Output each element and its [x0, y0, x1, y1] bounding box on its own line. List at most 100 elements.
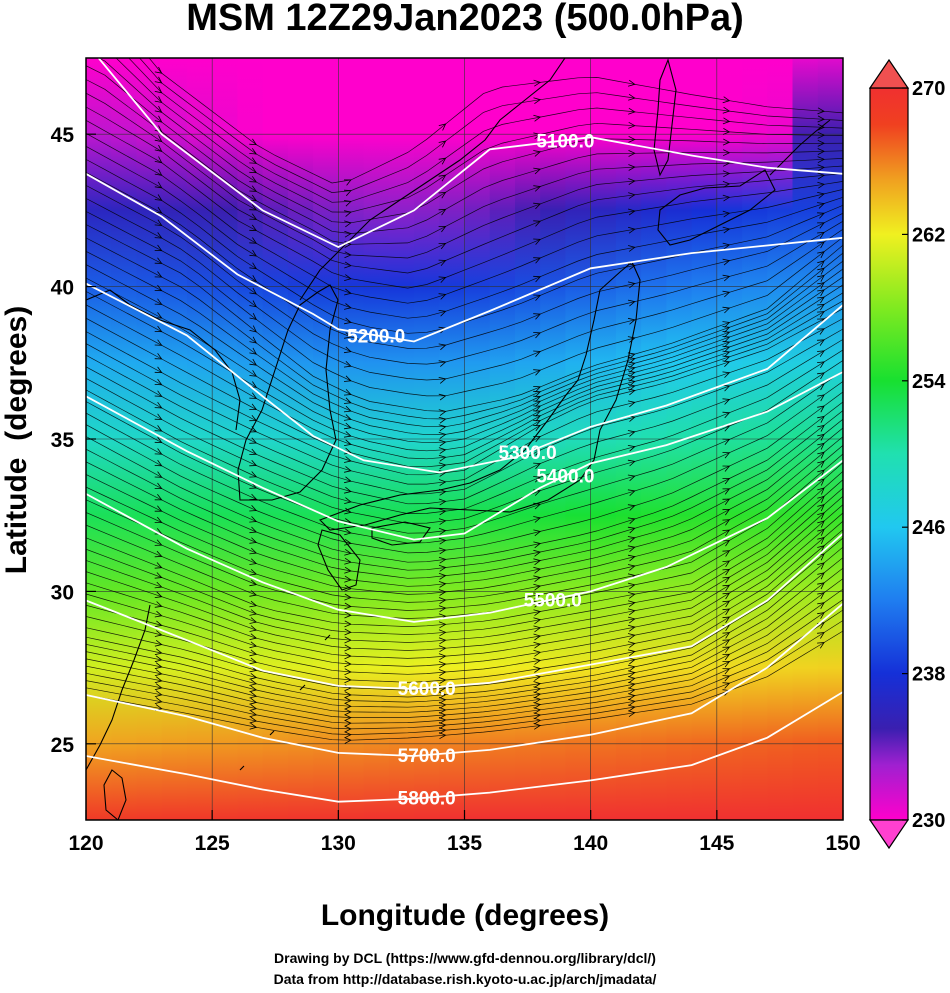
wind-arrowhead	[817, 520, 825, 528]
wind-arrowhead	[628, 192, 636, 199]
wind-arrowhead	[533, 405, 542, 412]
wind-arrowhead	[154, 562, 163, 569]
wind-arrowhead	[249, 148, 258, 155]
wind-arrowhead	[343, 422, 352, 430]
wind-arrowhead	[438, 669, 447, 676]
wind-arrowhead	[722, 539, 731, 547]
wind-arrowhead	[154, 181, 163, 189]
wind-arrowhead	[438, 470, 447, 477]
wind-arrowhead	[627, 356, 636, 364]
wind-arrowhead	[533, 549, 542, 557]
wind-arrowhead	[627, 361, 636, 369]
wind-arrowhead	[722, 600, 731, 608]
wind-arrowhead	[817, 311, 825, 318]
wind-arrowhead	[438, 439, 447, 447]
streamline	[86, 410, 843, 571]
height-contour-label: 5200.0	[347, 326, 405, 347]
wind-arrowhead	[722, 398, 731, 405]
wind-arrowhead	[533, 275, 542, 283]
wind-arrowhead	[249, 657, 258, 665]
wind-arrowhead	[533, 575, 542, 583]
wind-arrowhead	[817, 123, 826, 131]
colorbar-tick-label: 270	[912, 78, 945, 100]
wind-arrowhead	[249, 262, 258, 270]
colorbar-scale	[869, 87, 909, 821]
wind-arrowhead	[533, 386, 542, 393]
wind-arrowhead	[438, 597, 447, 604]
wind-arrowhead	[533, 167, 542, 175]
wind-arrowhead	[722, 128, 731, 135]
wind-arrowhead	[249, 482, 258, 489]
wind-arrowhead	[154, 639, 163, 647]
wind-arrowhead	[154, 683, 163, 691]
wind-arrowhead	[154, 516, 163, 523]
wind-arrowhead	[154, 697, 163, 704]
wind-arrowhead	[627, 624, 636, 632]
wind-arrowhead	[438, 691, 447, 699]
wind-arrowhead	[438, 293, 447, 300]
wind-arrowhead	[533, 529, 542, 537]
wind-arrowhead	[627, 430, 636, 437]
wind-arrowhead	[344, 439, 352, 446]
wind-arrowhead	[817, 156, 826, 164]
wind-arrowhead	[249, 336, 258, 344]
wind-arrowhead	[533, 257, 542, 264]
wind-arrowhead	[249, 579, 258, 587]
wind-arrowhead	[249, 590, 258, 597]
wind-arrowhead	[344, 447, 352, 455]
wind-arrowhead	[817, 372, 825, 380]
streamline	[86, 381, 843, 544]
wind-arrowhead	[817, 405, 825, 413]
wind-arrowhead	[722, 508, 731, 516]
wind-arrowhead	[154, 194, 163, 201]
wind-arrowhead	[627, 657, 636, 665]
wind-arrowhead	[344, 602, 352, 610]
wind-arrowhead	[154, 135, 163, 143]
wind-arrowhead	[438, 343, 447, 351]
wind-arrowhead	[627, 226, 636, 234]
streamline	[86, 487, 843, 643]
x-tick-label: 125	[195, 832, 230, 855]
wind-arrowhead	[817, 267, 825, 275]
wind-arrowhead	[627, 263, 636, 271]
wind-arrowhead	[249, 448, 258, 455]
wind-arrowhead	[344, 644, 352, 652]
chart-title: MSM 12Z29Jan2023 (500.0hPa)	[186, 0, 744, 39]
wind-arrowhead	[627, 208, 636, 216]
wind-arrowhead	[344, 620, 352, 628]
wind-arrowhead	[343, 375, 352, 382]
wind-arrowhead	[817, 231, 825, 239]
wind-arrowhead	[438, 123, 447, 131]
wind-arrowhead	[817, 562, 825, 570]
wind-arrowhead	[722, 519, 731, 526]
wind-arrowhead	[344, 251, 352, 259]
height-contour-line	[97, 58, 843, 248]
wind-arrowhead	[438, 727, 447, 734]
wind-arrowhead	[627, 693, 636, 700]
wind-arrowhead	[533, 410, 542, 417]
streamline	[86, 339, 843, 505]
streamline	[86, 445, 843, 603]
height-contour-label: 5800.0	[398, 789, 456, 810]
wind-arrowhead	[533, 97, 542, 105]
streamline	[86, 318, 843, 485]
streamline	[86, 300, 843, 468]
wind-arrowhead	[344, 676, 352, 684]
plot-area: 5100.0 5200.0 5300.0 5400.0 5500.0 5600.0 5700…	[86, 58, 843, 820]
wind-arrowhead	[154, 76, 163, 84]
wind-arrowhead	[154, 648, 163, 656]
wind-arrowhead	[627, 317, 636, 325]
wind-arrowhead	[722, 360, 731, 367]
x-tick-label: 120	[68, 832, 103, 855]
wind-arrowhead	[249, 157, 258, 164]
x-tick-label: 140	[573, 832, 608, 855]
wind-arrowhead	[154, 312, 163, 319]
wind-arrowhead	[154, 390, 163, 397]
wind-arrowhead	[627, 592, 636, 599]
wind-arrowhead	[722, 106, 731, 114]
wind-arrowhead	[533, 350, 542, 357]
wind-arrowhead	[343, 431, 352, 438]
wind-arrowhead	[627, 281, 636, 289]
wind-arrowhead	[344, 725, 352, 733]
wind-arrowhead	[533, 79, 542, 87]
